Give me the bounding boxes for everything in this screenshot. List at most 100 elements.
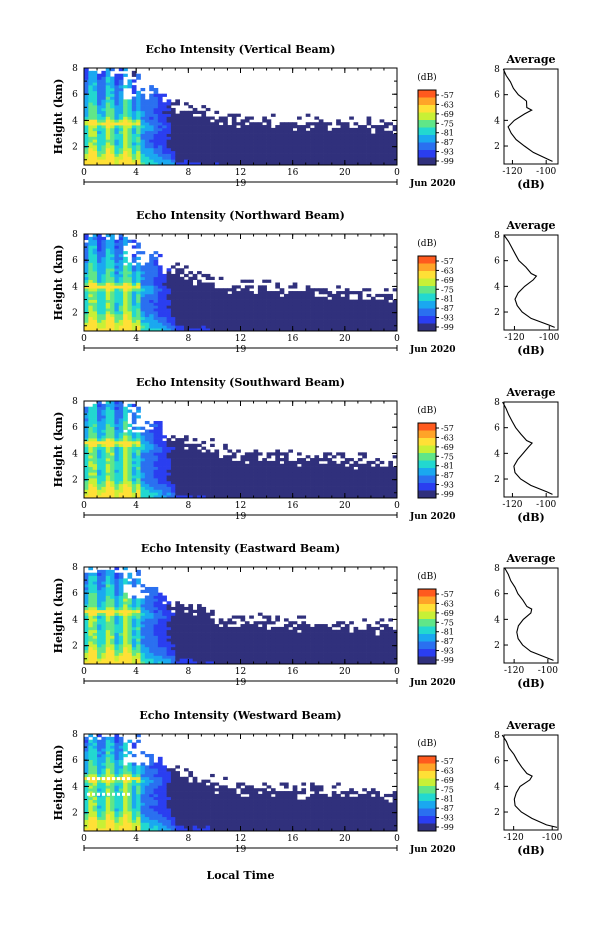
heatmap-cell	[253, 150, 259, 154]
heatmap-cell	[340, 495, 346, 499]
heatmap-cell	[114, 480, 120, 485]
heatmap-cell	[153, 478, 159, 482]
heatmap-cell	[283, 463, 289, 467]
heatmap-cell	[149, 142, 154, 146]
heatmap-cell	[279, 452, 285, 456]
heatmap-cell	[153, 150, 159, 154]
heatmap-cell	[244, 285, 250, 289]
heatmap-cell	[253, 492, 259, 496]
heatmap-cell	[153, 99, 159, 103]
heatmap-cell	[92, 90, 98, 95]
heatmap-cell	[118, 296, 124, 300]
heatmap-cell	[175, 492, 180, 496]
heatmap-cell	[123, 265, 128, 269]
heatmap-cell	[249, 153, 254, 157]
heatmap-cell	[105, 110, 111, 114]
heatmap-cell	[92, 649, 98, 653]
heatmap-cell	[170, 147, 176, 152]
heatmap-cell	[301, 313, 307, 318]
heatmap-cell	[149, 136, 154, 140]
heatmap-cell	[388, 145, 394, 149]
heatmap-cell	[114, 423, 120, 428]
heatmap-cell	[92, 581, 98, 585]
heatmap-cell	[144, 466, 150, 470]
heatmap-cell	[188, 150, 194, 154]
heatmap-cell	[275, 316, 280, 320]
heatmap-cell	[379, 127, 385, 132]
heatmap-cell	[149, 489, 154, 493]
heatmap-cell	[127, 635, 133, 639]
heatmap-cell	[362, 142, 367, 146]
heatmap-cell	[183, 469, 189, 473]
heatmap-cell	[127, 239, 133, 243]
heatmap-cell	[231, 133, 237, 137]
heatmap-cell	[136, 641, 141, 645]
heatmap-cell	[84, 621, 89, 625]
heatmap-cell	[114, 305, 120, 309]
heatmap-cell	[227, 150, 233, 154]
heatmap-cell	[270, 492, 276, 496]
heatmap-cell	[275, 147, 280, 152]
heatmap-cell	[127, 305, 133, 309]
heatmap-cell	[257, 319, 263, 323]
heatmap-cell	[97, 328, 102, 332]
heatmap-cell	[170, 460, 176, 465]
heatmap-cell	[170, 273, 176, 278]
heatmap-cell	[279, 316, 285, 320]
heatmap-cell	[231, 145, 237, 149]
heatmap-cell	[336, 147, 341, 152]
heatmap-cell	[92, 319, 98, 323]
heatmap-cell	[362, 322, 367, 326]
heatmap-cell	[101, 268, 107, 272]
heatmap-cell	[305, 291, 311, 295]
heatmap-cell	[149, 316, 154, 320]
heatmap-cell	[392, 489, 398, 493]
heatmap-cell	[240, 125, 246, 129]
heatmap-cell	[88, 621, 94, 625]
heatmap-cell	[123, 420, 128, 425]
heatmap-cell	[127, 644, 133, 648]
heatmap-cell	[257, 133, 263, 137]
heatmap-cell	[123, 153, 128, 157]
heatmap-cell	[370, 313, 376, 318]
heatmap-cell	[92, 73, 98, 77]
heatmap-cell	[388, 328, 394, 332]
heatmap-cell	[331, 302, 337, 306]
heatmap-cell	[249, 279, 254, 283]
heatmap-cell	[118, 589, 124, 594]
heatmap-cell	[257, 139, 263, 143]
heatmap-cell	[84, 420, 89, 425]
heatmap-cell	[88, 139, 94, 143]
heatmap-cell	[166, 305, 172, 309]
heatmap-cell	[314, 486, 320, 490]
heatmap-cell	[114, 595, 120, 599]
heatmap-cell	[370, 480, 376, 485]
average-profile-line	[502, 68, 553, 162]
heatmap-cell	[201, 122, 207, 126]
heatmap-cell	[183, 495, 189, 499]
heatmap-cell	[270, 302, 276, 306]
heatmap-cell	[84, 136, 89, 140]
heatmap-cell	[227, 486, 233, 490]
heatmap-cell	[101, 305, 107, 309]
heatmap-cell	[270, 328, 276, 332]
heatmap-cell	[101, 308, 107, 312]
heatmap-cell	[114, 259, 120, 263]
heatmap-cell	[270, 159, 276, 163]
heatmap-cell	[123, 319, 128, 323]
heatmap-cell	[197, 119, 202, 123]
heatmap-cell	[253, 302, 259, 306]
colorbar-swatch	[418, 286, 436, 294]
heatmap-cell	[97, 661, 102, 665]
heatmap-cell	[344, 147, 350, 152]
heatmap-cell	[218, 116, 224, 120]
heatmap-cell	[114, 466, 120, 470]
heatmap-cell	[305, 147, 311, 152]
heatmap-cell	[379, 119, 385, 123]
heatmap-cell	[197, 145, 202, 149]
heatmap-cell	[310, 147, 315, 152]
heatmap-cell	[283, 495, 289, 499]
heatmap-cell	[266, 472, 272, 476]
heatmap-cell	[336, 472, 341, 476]
heatmap-cell	[123, 68, 128, 72]
